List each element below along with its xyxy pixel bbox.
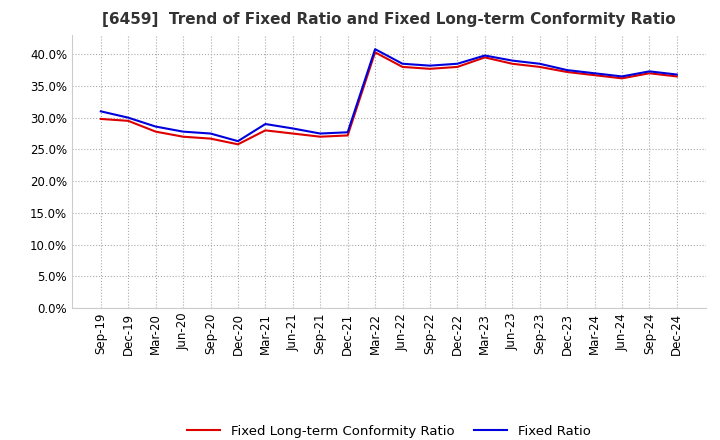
Fixed Ratio: [672, 72, 681, 77]
Fixed Long-term Conformity Ratio: [508, 61, 516, 66]
Fixed Long-term Conformity Ratio: [206, 136, 215, 141]
Fixed Long-term Conformity Ratio: [343, 133, 352, 138]
Fixed Long-term Conformity Ratio: [563, 70, 572, 75]
Fixed Long-term Conformity Ratio: [316, 134, 325, 139]
Fixed Long-term Conformity Ratio: [398, 64, 407, 70]
Fixed Ratio: [618, 74, 626, 79]
Fixed Long-term Conformity Ratio: [289, 131, 297, 136]
Fixed Ratio: [371, 47, 379, 52]
Fixed Ratio: [179, 129, 187, 134]
Fixed Ratio: [233, 139, 242, 144]
Legend: Fixed Long-term Conformity Ratio, Fixed Ratio: Fixed Long-term Conformity Ratio, Fixed …: [182, 420, 595, 440]
Fixed Long-term Conformity Ratio: [179, 134, 187, 139]
Fixed Long-term Conformity Ratio: [96, 116, 105, 121]
Title: [6459]  Trend of Fixed Ratio and Fixed Long-term Conformity Ratio: [6459] Trend of Fixed Ratio and Fixed Lo…: [102, 12, 675, 27]
Line: Fixed Ratio: Fixed Ratio: [101, 49, 677, 141]
Fixed Long-term Conformity Ratio: [672, 74, 681, 79]
Line: Fixed Long-term Conformity Ratio: Fixed Long-term Conformity Ratio: [101, 52, 677, 144]
Fixed Ratio: [206, 131, 215, 136]
Fixed Ratio: [453, 61, 462, 66]
Fixed Ratio: [261, 121, 270, 127]
Fixed Ratio: [426, 63, 434, 68]
Fixed Long-term Conformity Ratio: [371, 50, 379, 55]
Fixed Ratio: [508, 58, 516, 63]
Fixed Long-term Conformity Ratio: [480, 55, 489, 60]
Fixed Ratio: [563, 67, 572, 73]
Fixed Long-term Conformity Ratio: [261, 128, 270, 133]
Fixed Long-term Conformity Ratio: [536, 64, 544, 70]
Fixed Long-term Conformity Ratio: [590, 73, 599, 78]
Fixed Ratio: [124, 115, 132, 120]
Fixed Ratio: [590, 71, 599, 76]
Fixed Long-term Conformity Ratio: [124, 118, 132, 124]
Fixed Long-term Conformity Ratio: [233, 142, 242, 147]
Fixed Ratio: [151, 124, 160, 129]
Fixed Long-term Conformity Ratio: [453, 64, 462, 70]
Fixed Long-term Conformity Ratio: [151, 129, 160, 134]
Fixed Ratio: [645, 69, 654, 74]
Fixed Ratio: [398, 61, 407, 66]
Fixed Long-term Conformity Ratio: [618, 76, 626, 81]
Fixed Ratio: [343, 130, 352, 135]
Fixed Ratio: [316, 131, 325, 136]
Fixed Long-term Conformity Ratio: [426, 66, 434, 71]
Fixed Ratio: [96, 109, 105, 114]
Fixed Ratio: [480, 53, 489, 58]
Fixed Ratio: [289, 126, 297, 131]
Fixed Long-term Conformity Ratio: [645, 71, 654, 76]
Fixed Ratio: [536, 61, 544, 66]
